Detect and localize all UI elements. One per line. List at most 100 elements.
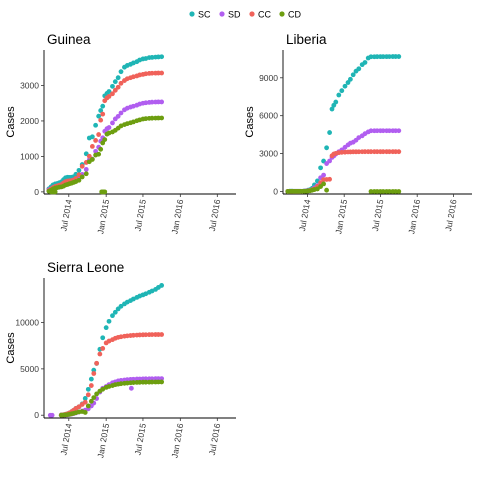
- point-cd: [321, 181, 326, 187]
- legend: SC SD CC CD: [189, 10, 301, 20]
- point-sc: [89, 134, 95, 140]
- series-cc: [285, 149, 402, 194]
- point-cc: [86, 153, 92, 159]
- point-cd: [368, 189, 374, 194]
- point-cd: [118, 381, 124, 387]
- series-sc: [285, 54, 402, 194]
- point-sd: [327, 158, 332, 164]
- point-sc: [115, 75, 121, 81]
- series-sc: [58, 283, 165, 418]
- legend-label-cc: CC: [258, 10, 271, 20]
- legend-label-cd: CD: [288, 10, 301, 20]
- x-tick-label: Jul 2016: [207, 198, 222, 232]
- x-tick-label: Jan 2016: [169, 198, 185, 234]
- y-tick-label: 0: [273, 186, 278, 196]
- point-cc: [149, 332, 155, 337]
- point-cc: [96, 132, 102, 137]
- point-sc: [362, 60, 368, 65]
- panel-title: Guinea: [47, 32, 91, 47]
- point-cd: [149, 115, 155, 121]
- point-sc: [93, 122, 99, 128]
- y-axis-title: Cases: [5, 106, 17, 138]
- point-sd: [131, 376, 136, 382]
- panel-liberia: Liberia Cases 0 3000 6000 9000 Jul 2014 Jan 201…: [244, 32, 472, 235]
- x-tick-label: Jul 2015: [370, 198, 385, 232]
- point-sc: [88, 376, 94, 382]
- point-cc: [380, 149, 386, 155]
- point-cd: [85, 403, 91, 409]
- panel-title: Sierra Leone: [47, 260, 124, 275]
- point-sc: [356, 66, 362, 72]
- panel-guinea: Guinea Cases 0 1000 2000 3000 Jul 2014 Jan 2015…: [5, 32, 236, 235]
- point-sc: [387, 54, 392, 59]
- point-cd: [159, 379, 165, 385]
- point-sd: [159, 376, 165, 381]
- point-cc: [88, 383, 94, 388]
- point-sd: [118, 110, 124, 116]
- point-cc: [82, 399, 88, 405]
- point-sc: [318, 165, 323, 171]
- point-sd: [106, 125, 112, 130]
- point-sd: [396, 128, 402, 134]
- point-sc: [112, 309, 118, 315]
- point-cc: [131, 332, 136, 338]
- point-sc: [324, 145, 329, 151]
- point-sd: [368, 128, 374, 134]
- point-sc: [159, 54, 165, 60]
- point-sc: [368, 54, 374, 60]
- point-sc: [118, 303, 124, 309]
- point-sc: [118, 69, 124, 75]
- y-tick-label: 6000: [259, 111, 278, 121]
- x-tick-label: Jan 2015: [95, 422, 111, 458]
- y-tick-label: 0: [34, 410, 39, 420]
- point-cd: [102, 189, 108, 195]
- point-sd: [149, 99, 155, 105]
- point-sc: [110, 313, 115, 319]
- legend-key-cc: [249, 11, 255, 17]
- point-cc: [396, 149, 402, 155]
- legend-key-sd: [219, 11, 225, 17]
- point-cc: [143, 71, 149, 77]
- point-cc: [368, 149, 374, 155]
- point-sc: [100, 103, 106, 109]
- panels: Guinea Cases 0 1000 2000 3000 Jul 2014 Jan 2015…: [5, 32, 472, 459]
- point-cd: [82, 410, 88, 415]
- point-sc: [336, 92, 342, 98]
- point-cd: [149, 379, 155, 385]
- point-sc: [159, 283, 165, 288]
- point-sc: [96, 113, 102, 119]
- point-sc: [380, 54, 386, 60]
- point-sd: [387, 128, 392, 134]
- point-cd: [143, 116, 149, 122]
- series-sd: [285, 128, 402, 194]
- point-sd: [49, 412, 55, 418]
- point-cd: [89, 157, 95, 162]
- y-axis-title: Cases: [244, 106, 256, 138]
- x-tick-label: Jul 2014: [58, 422, 73, 456]
- legend-item-sc: SC: [189, 10, 211, 20]
- legend-key-sc: [189, 11, 195, 17]
- x-tick-label: Jul 2015: [132, 198, 147, 232]
- point-cc: [98, 117, 104, 123]
- point-cd: [91, 395, 97, 400]
- point-sc: [103, 325, 109, 331]
- y-axis-title: Cases: [5, 332, 17, 364]
- point-sc: [106, 318, 112, 324]
- point-cd: [102, 137, 108, 142]
- x-tick-label: Jul 2016: [207, 422, 222, 456]
- x-tick-label: Jan 2016: [169, 422, 185, 458]
- y-tick-label: 3000: [259, 149, 278, 159]
- x-tick-label: Jan 2015: [95, 198, 111, 234]
- point-sd: [159, 99, 165, 105]
- x-tick-label: Jul 2014: [297, 198, 312, 232]
- point-cd: [380, 189, 386, 194]
- point-cd: [88, 398, 94, 404]
- point-sd: [380, 128, 386, 134]
- legend-item-sd: SD: [219, 10, 241, 20]
- point-cc: [387, 149, 392, 155]
- point-cc: [159, 70, 165, 76]
- point-cd: [98, 146, 104, 152]
- point-sc: [339, 88, 345, 94]
- point-cc: [91, 371, 97, 376]
